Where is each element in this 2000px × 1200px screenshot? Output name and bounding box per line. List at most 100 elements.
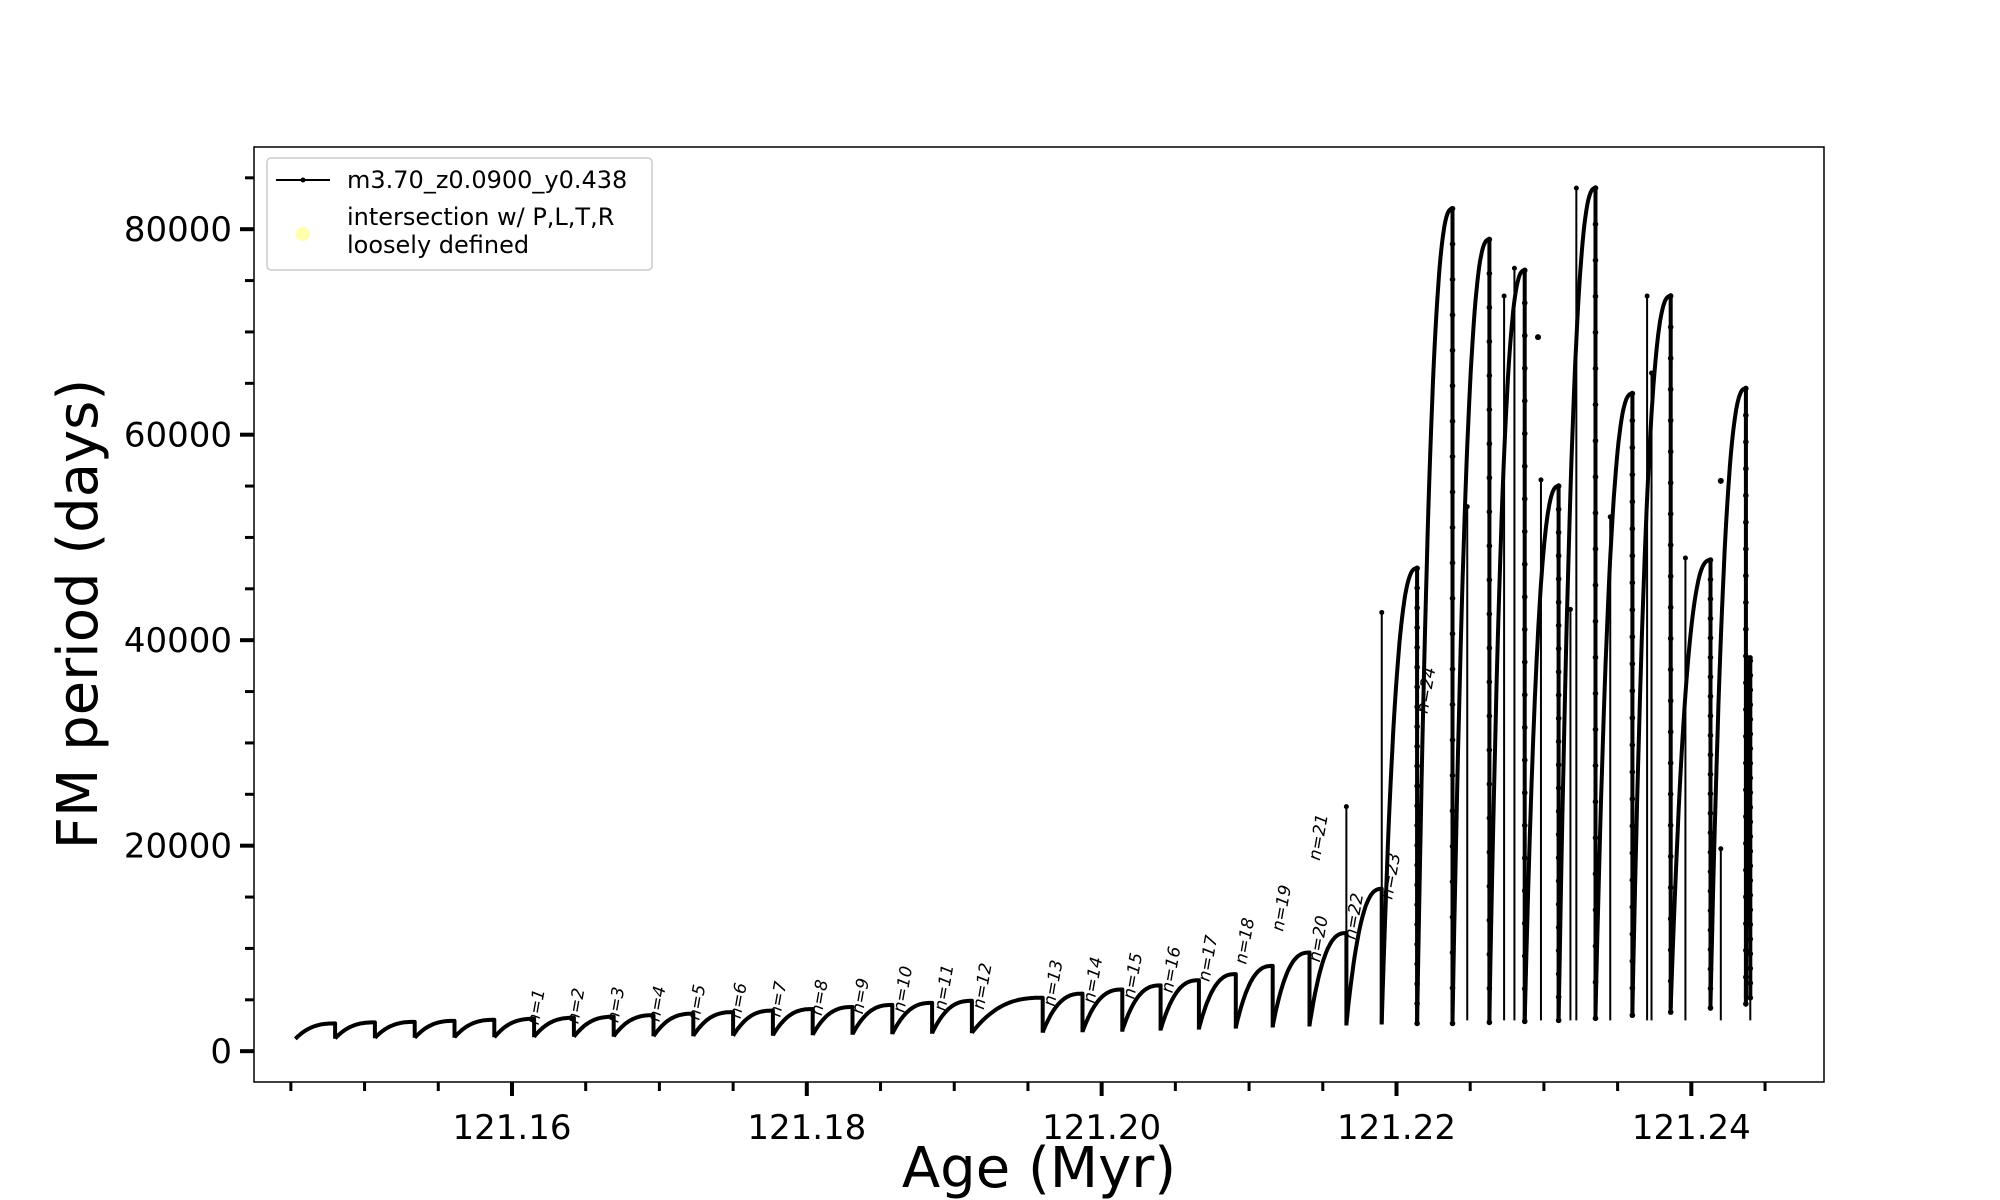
spike-point	[1343, 804, 1349, 810]
pulse-cycle-line	[1270, 950, 1312, 1027]
isolated-point	[1535, 334, 1542, 341]
data-point	[1667, 666, 1674, 673]
data-point	[1555, 483, 1562, 489]
y-axis-label: FM period (days)	[46, 379, 111, 849]
data-point	[1449, 524, 1456, 531]
pulse-cycle	[1593, 390, 1636, 1019]
data-point	[1629, 607, 1636, 613]
data-point	[1592, 329, 1599, 336]
data-point	[1486, 372, 1493, 379]
data-point	[1667, 355, 1674, 362]
x-tick-label: 121.16	[452, 1108, 571, 1148]
data-point	[1707, 732, 1714, 739]
data-point	[1707, 635, 1714, 641]
data-point	[1707, 596, 1714, 602]
data-point	[1414, 763, 1420, 769]
data-point	[1707, 693, 1714, 700]
data-point	[1743, 492, 1749, 499]
data-point	[1629, 850, 1636, 856]
plot-frame	[253, 146, 1825, 1083]
pulse-cycle	[1040, 991, 1085, 1033]
data-point	[1414, 585, 1420, 591]
data-point	[1667, 1009, 1674, 1015]
pulse-cycle-line	[373, 1019, 417, 1040]
data-point	[1667, 822, 1674, 829]
data-point	[1486, 338, 1493, 345]
data-point	[1486, 577, 1493, 583]
pulse-cycle-line	[1668, 558, 1713, 1009]
data-point	[1486, 713, 1493, 719]
data-point	[1555, 506, 1562, 513]
data-point	[1449, 241, 1456, 247]
data-point	[1629, 715, 1636, 721]
data-point	[1592, 726, 1599, 733]
data-point	[1521, 757, 1528, 763]
pulse-cycle-line	[810, 1005, 855, 1036]
data-point	[1629, 796, 1636, 802]
data-point	[1486, 679, 1493, 685]
pulse-cycle-line	[691, 1010, 736, 1037]
data-point	[1555, 645, 1562, 652]
spike-point	[1538, 477, 1544, 483]
pulse-cycle	[1307, 931, 1349, 1026]
pulse-cycle	[651, 1011, 696, 1038]
pulse-cycle-line	[1522, 484, 1561, 1021]
data-point	[1449, 808, 1456, 814]
data-point	[1521, 561, 1528, 567]
data-point	[1629, 688, 1636, 694]
data-point	[1707, 674, 1714, 680]
spike-point	[1644, 293, 1650, 299]
data-point	[1629, 471, 1636, 478]
data-point	[1521, 855, 1528, 861]
data-point	[1521, 430, 1528, 437]
data-point	[1449, 347, 1456, 354]
data-point	[1449, 418, 1456, 425]
pulse-cycle-line	[532, 1015, 576, 1039]
data-point	[1629, 661, 1636, 667]
data-point	[1521, 496, 1528, 502]
data-point	[1629, 444, 1636, 451]
pulse-cycle	[492, 1016, 537, 1039]
data-point	[1521, 365, 1528, 372]
pulse-cycle-line	[492, 1016, 537, 1039]
data-point	[1414, 624, 1420, 631]
pulse-cycle	[691, 1010, 736, 1037]
data-point	[1486, 304, 1493, 311]
data-point	[1414, 605, 1420, 611]
data-point	[1629, 579, 1636, 586]
data-point	[1667, 448, 1674, 455]
legend-entry-intersection-line1: intersection w/ P,L,T,R	[347, 203, 614, 231]
data-point	[1667, 884, 1674, 891]
data-point	[1414, 644, 1420, 651]
data-point	[1414, 743, 1420, 750]
pulse-cycle	[1344, 886, 1384, 1025]
data-point	[1743, 626, 1749, 633]
data-point	[1667, 417, 1674, 424]
pulse-cycle	[890, 1000, 935, 1035]
pulse-cycle-line	[970, 995, 1045, 1034]
data-point	[1592, 474, 1599, 480]
data-point	[1743, 519, 1749, 526]
x-tick-label: 121.24	[1632, 1108, 1751, 1148]
data-point	[1667, 511, 1674, 517]
data-point	[1486, 543, 1493, 549]
data-point	[1486, 815, 1493, 821]
data-point	[1592, 582, 1599, 588]
data-point	[1449, 701, 1456, 708]
data-point	[1521, 398, 1528, 404]
data-point	[1592, 1015, 1599, 1022]
data-point	[1555, 762, 1562, 768]
legend-intersection-marker	[296, 227, 310, 241]
data-point	[1629, 552, 1636, 559]
data-point	[1629, 769, 1636, 775]
data-point	[1743, 653, 1749, 659]
data-point	[1414, 802, 1420, 809]
data-point	[1414, 565, 1420, 572]
data-point	[1592, 762, 1599, 769]
data-point	[1667, 293, 1674, 299]
data-point	[1592, 690, 1599, 697]
data-point	[1592, 835, 1599, 841]
pulse-cycle	[850, 1002, 895, 1036]
data-point	[1555, 715, 1562, 722]
